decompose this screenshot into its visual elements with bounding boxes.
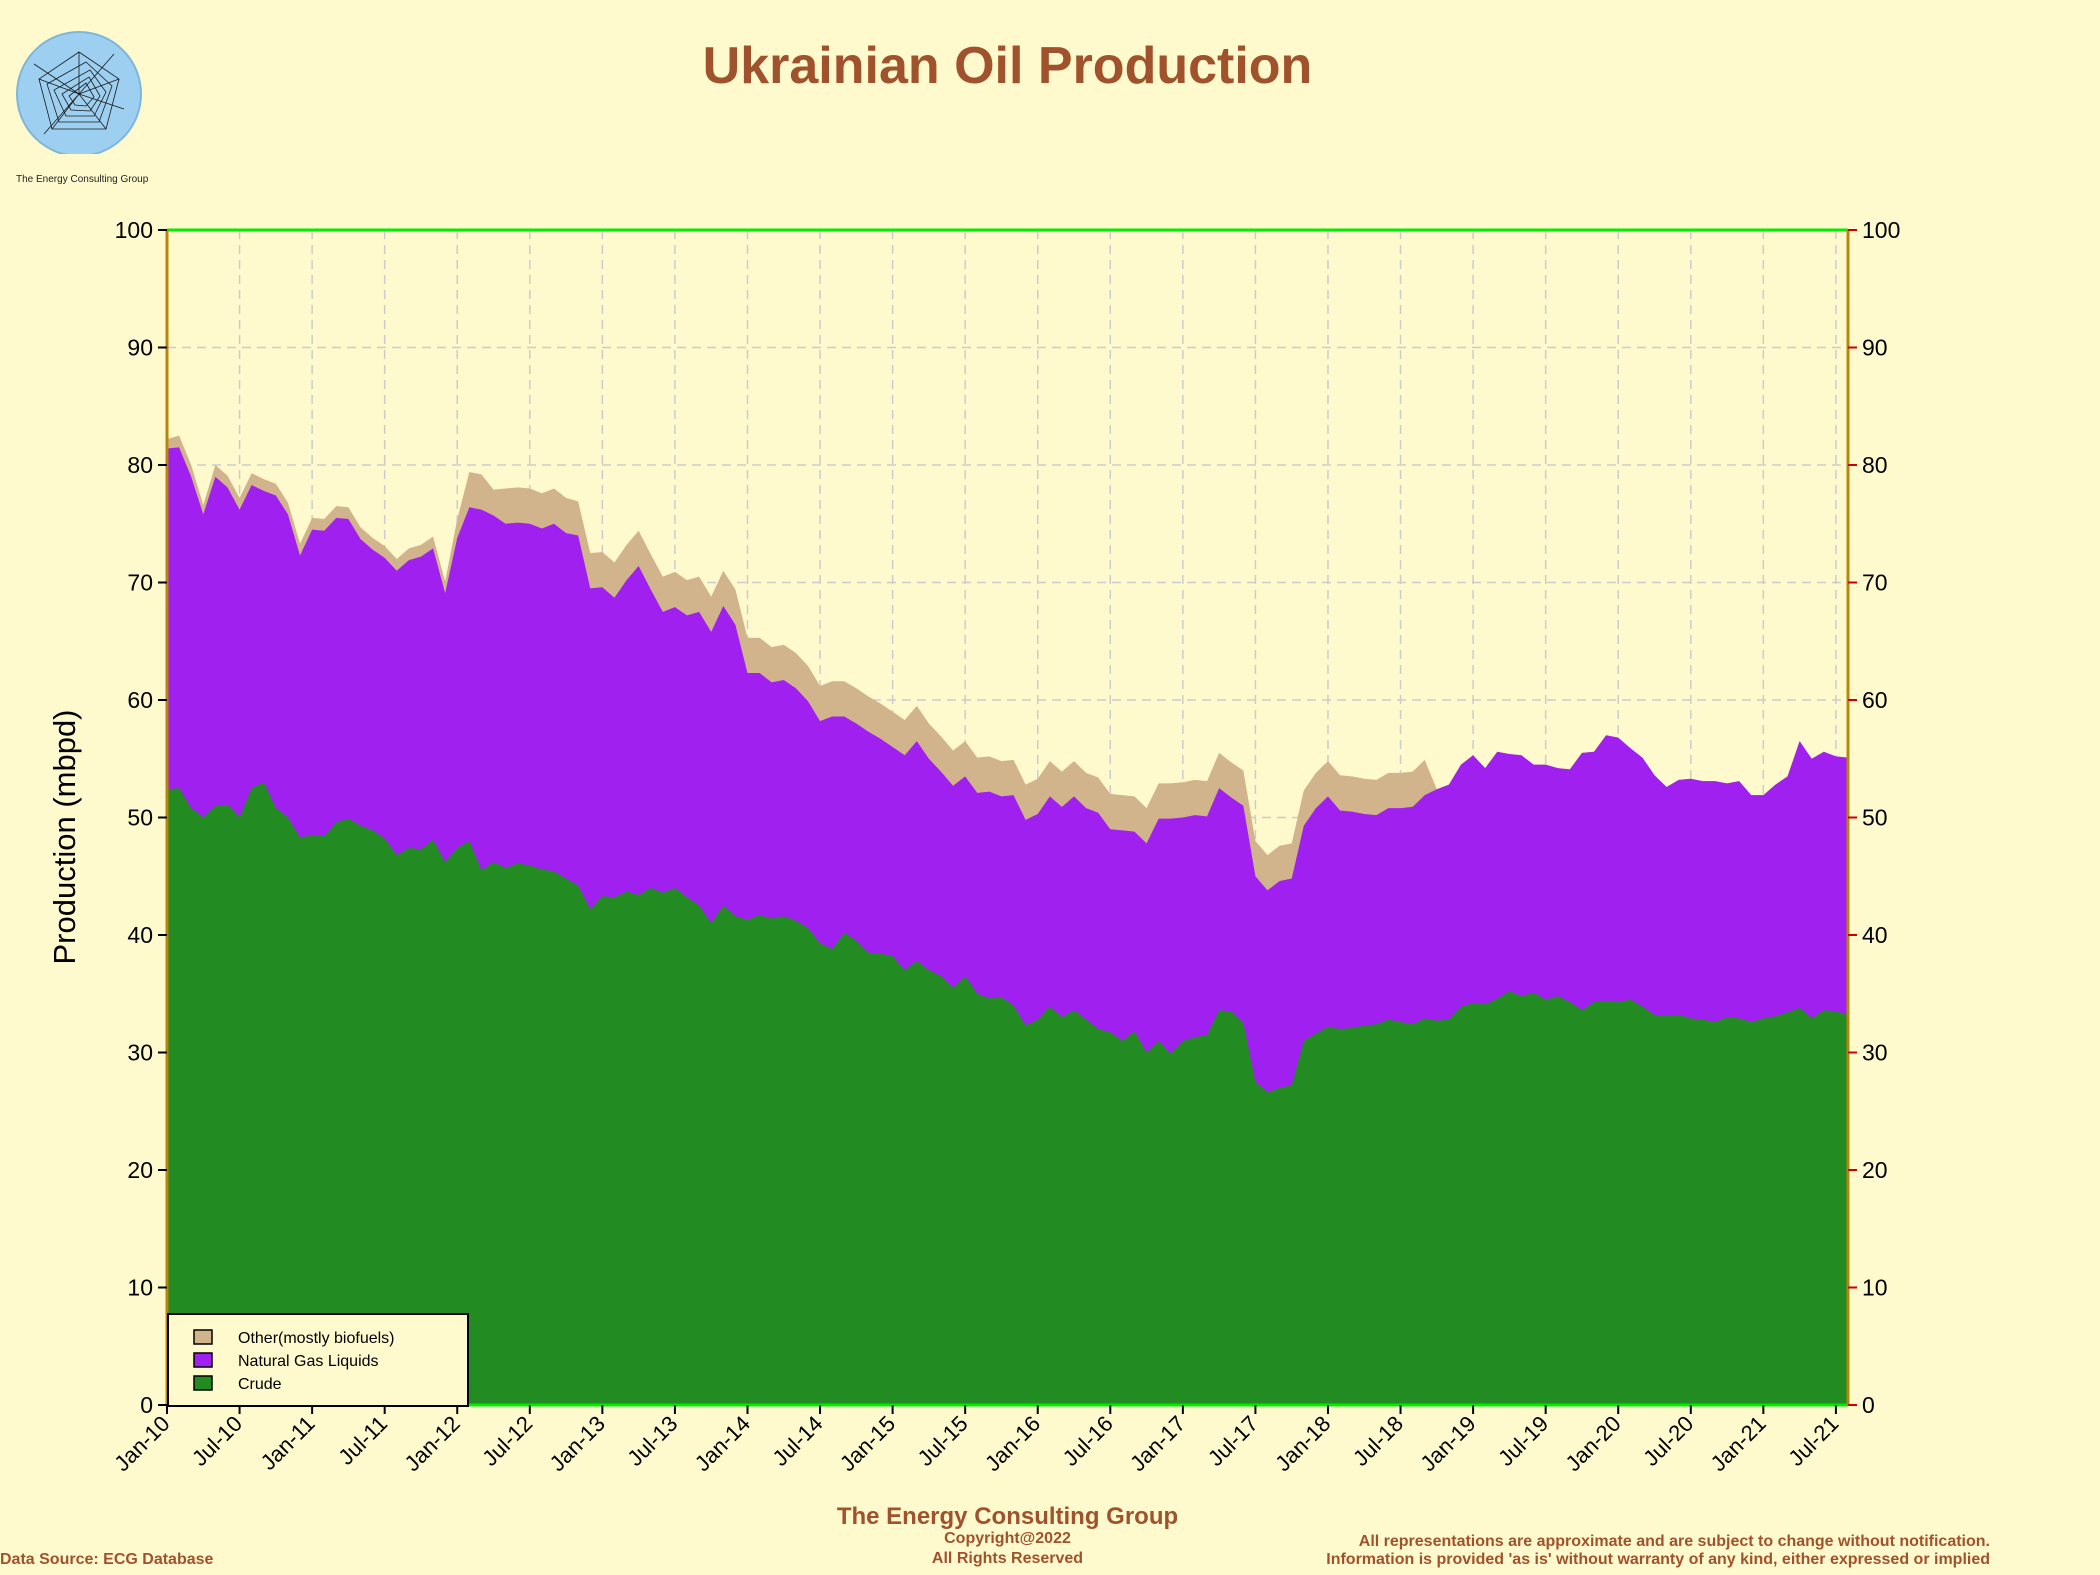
- x-tick-label: Jul-13: [622, 1411, 682, 1471]
- y-tick-label-left: 80: [127, 452, 153, 478]
- y-tick-label-left: 40: [127, 922, 153, 948]
- y-tick-label-left: 60: [127, 687, 153, 713]
- footer-copyright: Copyright@2022: [944, 1530, 1071, 1547]
- x-tick-label: Jul-12: [477, 1411, 537, 1471]
- legend-label: Other(mostly biofuels): [238, 1330, 395, 1347]
- y-tick-label-right: 90: [1862, 335, 1888, 361]
- legend-swatch: [193, 1375, 213, 1391]
- y-axis-label: Production (mbpd): [47, 709, 82, 964]
- logo-globe-icon: [16, 31, 142, 157]
- x-tick-label: Jan-15: [835, 1411, 900, 1476]
- x-tick-label: Jan-11: [256, 1411, 320, 1475]
- x-tick-label: Jan-17: [1125, 1411, 1190, 1476]
- y-tick-label-right: 70: [1862, 570, 1888, 596]
- y-tick-label-right: 60: [1862, 687, 1888, 713]
- x-tick-label: Jul-17: [1203, 1411, 1263, 1471]
- x-tick-label: Jul-16: [1058, 1411, 1118, 1471]
- x-tick-label: Jul-19: [1493, 1411, 1553, 1471]
- legend-label: Natural Gas Liquids: [238, 1353, 379, 1370]
- y-tick-label-left: 0: [140, 1392, 153, 1418]
- footer-disclaimer-2: Information is provided 'as is' without …: [1326, 1551, 1990, 1568]
- y-tick-label-left: 20: [127, 1157, 153, 1183]
- x-tick-label: Jul-21: [1783, 1411, 1843, 1471]
- chart-title: Ukrainian Oil Production: [702, 37, 1313, 95]
- x-tick-label: Jan-10: [109, 1411, 174, 1476]
- y-axis-ticks: 0 0 10 10 20 20 30 30 40 40 50 50 60 60 70 70 80 80 90 90 10…: [115, 217, 1901, 1418]
- y-tick-label-right: 0: [1862, 1392, 1875, 1418]
- y-tick-label-left: 10: [127, 1275, 153, 1301]
- x-tick-label: Jul-18: [1348, 1411, 1408, 1471]
- legend-label: Crude: [238, 1376, 282, 1393]
- y-tick-label-right: 10: [1862, 1275, 1888, 1301]
- x-tick-label: Jan-13: [545, 1411, 610, 1476]
- x-axis-ticks: Jan-10 Jul-10 Jan-11 Jul-11 Jan-12 Jul-12 Jan-…: [109, 1405, 1843, 1476]
- x-tick-label: Jan-19: [1415, 1411, 1480, 1476]
- y-tick-label-right: 30: [1862, 1040, 1888, 1066]
- footer-data-source: Data Source: ECG Database: [0, 1551, 214, 1568]
- y-tick-label-right: 80: [1862, 452, 1888, 478]
- y-tick-label-left: 100: [115, 217, 153, 243]
- y-tick-label-left: 70: [127, 570, 153, 596]
- series-areas: [167, 435, 1848, 1405]
- x-tick-label: Jan-20: [1561, 1411, 1626, 1476]
- y-tick-label-right: 50: [1862, 805, 1888, 831]
- x-tick-label: Jan-12: [400, 1411, 465, 1476]
- company-logo: [14, 24, 154, 184]
- x-tick-label: Jan-16: [980, 1411, 1045, 1476]
- x-tick-label: Jan-18: [1270, 1411, 1335, 1476]
- footer-rights: All Rights Reserved: [931, 1550, 1084, 1567]
- footer-company: The Energy Consulting Group: [836, 1503, 1179, 1530]
- legend: Other(mostly biofuels) Natural Gas Liquid…: [167, 1313, 469, 1407]
- footer-disclaimer-1: All representations are approximate and …: [1358, 1533, 1990, 1550]
- area-crude: [167, 782, 1848, 1405]
- y-tick-label-left: 30: [127, 1040, 153, 1066]
- y-tick-label-left: 90: [127, 335, 153, 361]
- x-tick-label: Jan-14: [690, 1411, 755, 1476]
- legend-box: [167, 1313, 469, 1407]
- x-tick-label: Jul-14: [768, 1411, 828, 1471]
- y-tick-label-right: 100: [1862, 217, 1900, 243]
- legend-swatch: [193, 1329, 213, 1345]
- x-tick-label: Jul-15: [913, 1411, 973, 1471]
- y-tick-label-left: 50: [127, 805, 153, 831]
- x-tick-label: Jul-10: [187, 1411, 247, 1471]
- x-tick-label: Jul-20: [1638, 1411, 1698, 1471]
- x-tick-label: Jan-21: [1706, 1411, 1771, 1476]
- y-tick-label-right: 40: [1862, 922, 1888, 948]
- logo-caption: The Energy Consulting Group: [16, 174, 149, 185]
- legend-swatch: [193, 1352, 213, 1368]
- y-tick-label-right: 20: [1862, 1157, 1888, 1183]
- x-tick-label: Jul-11: [333, 1411, 392, 1470]
